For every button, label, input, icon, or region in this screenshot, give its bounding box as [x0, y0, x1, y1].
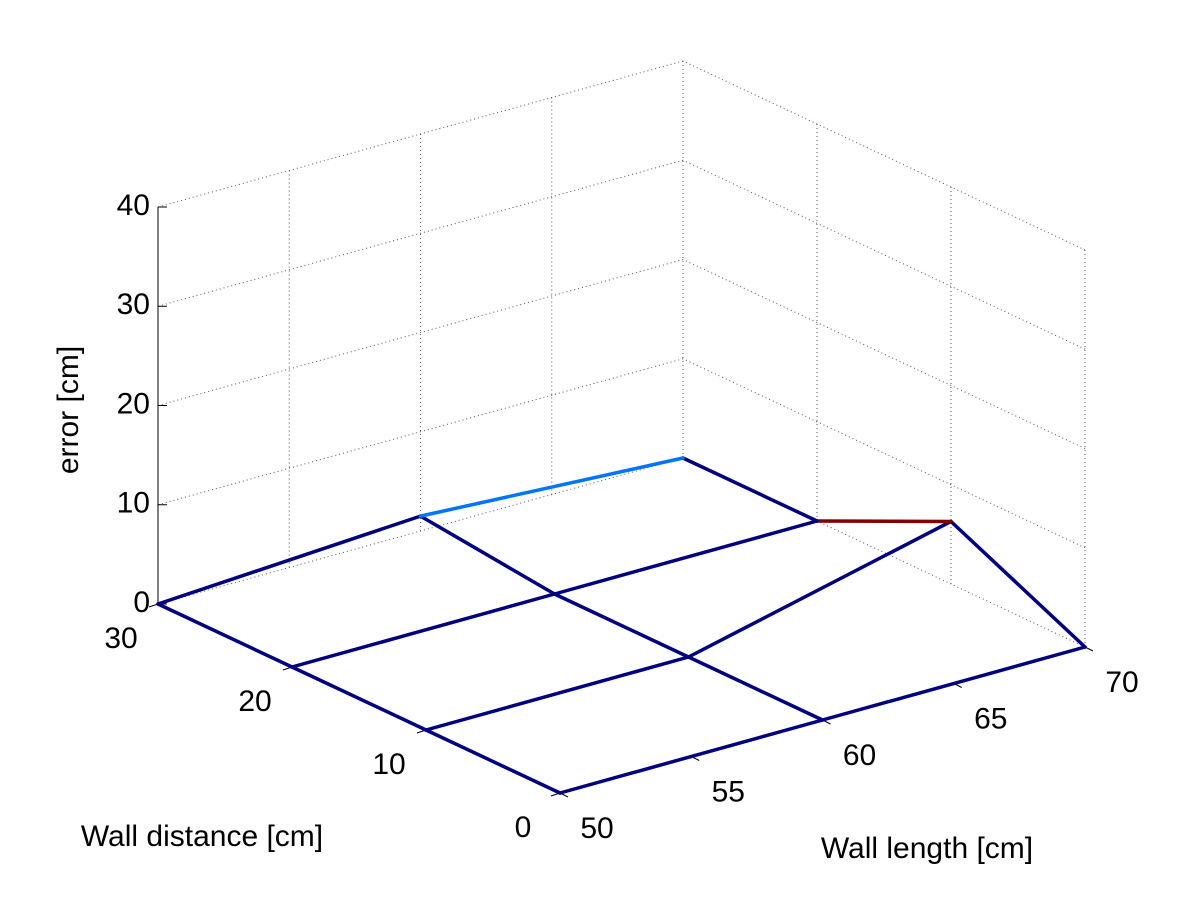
z-tick-label: 40 [117, 189, 150, 222]
mesh-edge [424, 655, 691, 732]
mesh-edge [156, 514, 423, 606]
grid-line [682, 159, 1086, 350]
grid-line [157, 159, 684, 307]
grid-line [157, 259, 684, 406]
mesh-edge [418, 514, 557, 596]
x-tick-label: 70 [1105, 666, 1138, 699]
mesh-edge [424, 728, 562, 795]
mesh-edge [820, 645, 1087, 722]
z-tick-label: 10 [117, 487, 150, 520]
y-tick-label: 0 [515, 811, 532, 844]
mesh-edge [156, 602, 294, 669]
y-tick-label: 30 [104, 622, 137, 655]
mesh-edge [290, 665, 428, 732]
z-tick-label: 30 [117, 288, 150, 321]
x-tick-label: 60 [843, 739, 876, 772]
x-tick-label: 50 [580, 812, 613, 845]
grid-line [157, 60, 684, 208]
grid-line [682, 259, 1086, 449]
mesh-edge [418, 456, 685, 518]
x-axis-label: Wall length [cm] [821, 832, 1033, 865]
y-tick-label: 10 [372, 748, 405, 781]
mesh-edge [552, 592, 691, 659]
z-tick-label: 0 [133, 586, 150, 619]
grid-line [682, 60, 1086, 251]
z-axis-label: error [cm] [52, 346, 85, 474]
mesh-edge [558, 718, 825, 795]
mesh-edge [552, 519, 819, 596]
grid-line [157, 457, 684, 605]
mesh-edge [290, 592, 557, 669]
x-tick-label: 55 [712, 775, 745, 808]
z-tick-label: 20 [117, 387, 150, 420]
grid-line [682, 358, 1086, 549]
grid-line [157, 358, 684, 506]
mesh-edge [686, 519, 953, 659]
x-tick-label: 65 [974, 702, 1007, 735]
y-tick-label: 20 [238, 685, 271, 718]
mesh-edge [949, 519, 1087, 649]
mesh-edge [686, 655, 825, 722]
y-axis-label: Wall distance [cm] [81, 820, 323, 853]
mesh-edge [681, 456, 819, 523]
